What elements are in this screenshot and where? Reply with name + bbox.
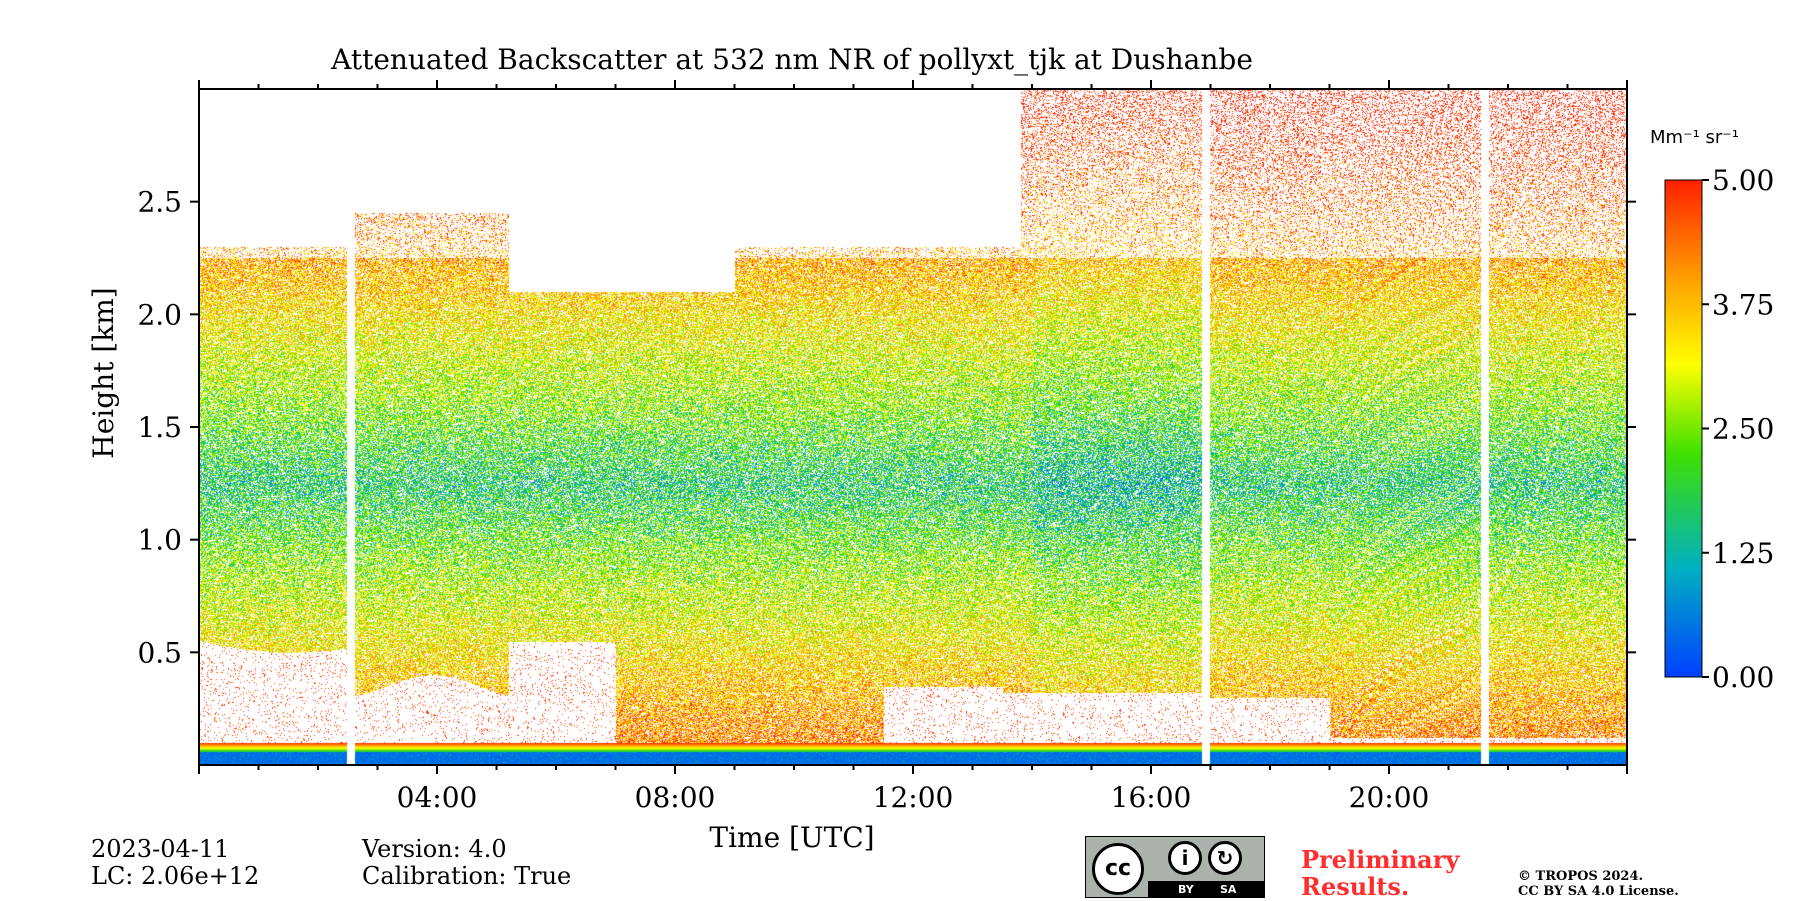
y-tick-label: 0.5 [137,636,182,669]
share-alike-icon: ↻ [1208,841,1242,875]
colorbar-tick-label: 1.25 [1712,537,1774,570]
colorbar-unit: Mm⁻¹ sr⁻¹ [1650,127,1739,148]
x-tick-label: 04:00 [397,781,478,814]
x-axis-label: Time [UTC] [709,821,874,854]
x-tick-label: 16:00 [1111,781,1192,814]
y-tick-label: 2.0 [137,298,182,331]
heatmap-raster [199,89,1627,765]
colorbar: Mm⁻¹ sr⁻¹ 0.00 1.25 2.50 3.75 5.00 [1650,127,1774,694]
by-label: BY [1178,883,1194,896]
x-tick-label: 20:00 [1349,781,1430,814]
chart-title: Attenuated Backscatter at 532 nm NR of p… [330,43,1253,76]
colorbar-tick-label: 2.50 [1712,413,1774,446]
y-axis-label: Height [km] [87,287,120,458]
copyright-line2: CC BY SA 4.0 License. [1518,884,1679,899]
y-tick-label: 2.5 [137,186,182,219]
attribution-icon: i [1168,841,1202,875]
copyright-line1: © TROPOS 2024. [1518,869,1644,884]
y-tick-label: 1.5 [137,411,182,444]
license-band: BY SA [1148,881,1264,897]
footer-calibration: Calibration: True [362,862,572,890]
colorbar-tick-label: 0.00 [1712,661,1774,694]
plot-area: 04:00 08:00 12:00 16:00 20:00 0.5 1.0 1.5 2.0 2.5 [137,80,1636,814]
cc-license-badge: cc i ↻ BY SA [1085,836,1265,898]
preliminary-line1: Preliminary [1301,845,1460,874]
colorbar-tick-label: 5.00 [1712,164,1774,197]
colorbar-tick-label: 3.75 [1712,288,1774,321]
x-tick-label: 12:00 [873,781,954,814]
colorbar-gradient [1664,179,1703,678]
footer-version: Version: 4.0 [362,835,507,863]
cc-icon: cc [1092,843,1144,895]
footer-lc: LC: 2.06e+12 [91,862,260,890]
y-tick-label: 1.0 [137,524,182,557]
sa-label: SA [1220,883,1237,896]
footer-date: 2023-04-11 [91,835,230,863]
x-tick-label: 08:00 [635,781,716,814]
preliminary-line2: Results. [1301,872,1410,901]
